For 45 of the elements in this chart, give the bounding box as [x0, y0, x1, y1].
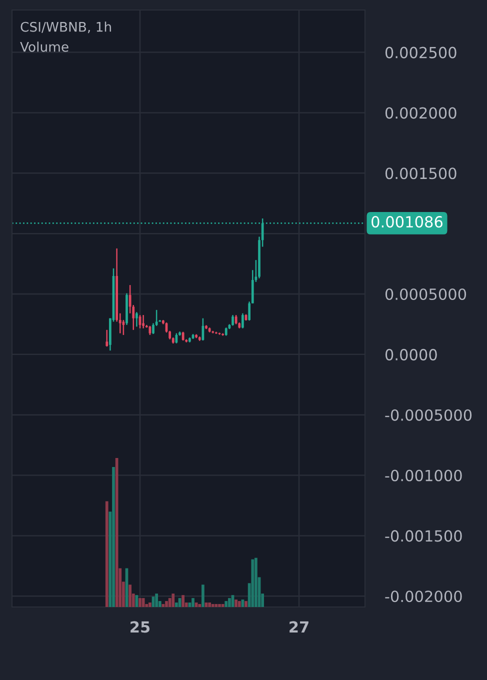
candlestick	[106, 329, 108, 348]
bar	[165, 601, 168, 607]
bar	[138, 598, 142, 607]
candlestick	[175, 332, 178, 344]
bar	[192, 598, 194, 607]
candlestick	[135, 312, 138, 328]
bar	[182, 595, 184, 607]
y-tick-label: 0.002000	[385, 107, 456, 119]
y-tick-label: 0.0005000	[385, 288, 466, 300]
y-tick-label: -0.001000	[385, 470, 462, 482]
bar	[238, 601, 241, 607]
y-tick-label: -0.001500	[385, 530, 462, 542]
bar	[244, 601, 248, 607]
y-tick-label: -0.0005000	[385, 409, 472, 421]
candlestick	[142, 314, 145, 329]
candlestick	[232, 314, 234, 326]
bar	[198, 604, 202, 607]
bar	[172, 594, 175, 607]
bar	[112, 466, 115, 607]
y-tick-label: 0.001500	[385, 168, 456, 180]
bar	[211, 604, 214, 607]
bar	[208, 602, 211, 607]
bar	[221, 604, 224, 607]
ref-line-label: 0.001086	[372, 216, 442, 228]
bar	[218, 604, 221, 607]
bar	[224, 601, 228, 607]
candlestick	[234, 314, 238, 325]
x-tick-label: 27	[290, 621, 308, 632]
bar	[228, 598, 231, 607]
bar	[251, 559, 254, 607]
x-tick-label: 25	[130, 621, 150, 633]
candlestick	[148, 325, 152, 336]
y-tick-label: -0.002000	[385, 590, 462, 602]
y-tick-label: 0.0000	[385, 348, 437, 360]
bar	[128, 584, 132, 607]
chart-title: Volume	[20, 42, 68, 52]
text: CSI/WBNB, 1h	[20, 22, 111, 34]
bar	[254, 558, 258, 607]
bar	[155, 594, 158, 607]
y-tick-label: 0.002500	[385, 46, 456, 58]
candlestick	[242, 312, 244, 329]
bar	[105, 501, 108, 607]
bar	[234, 600, 238, 607]
bar	[148, 602, 152, 607]
bar	[202, 584, 204, 607]
